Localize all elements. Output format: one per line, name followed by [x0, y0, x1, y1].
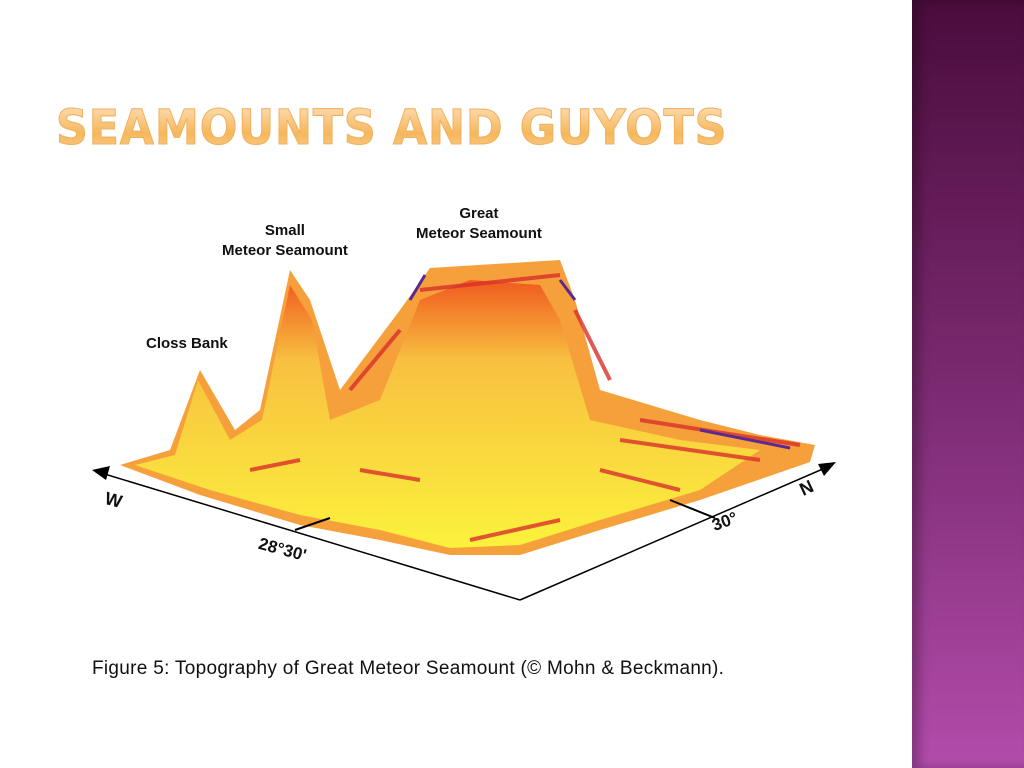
slide-title: SEAMOUNTS AND GUYOTS	[56, 100, 728, 157]
label-great-meteor: Great Meteor Seamount	[416, 205, 542, 242]
label-small-meteor: Small Meteor Seamount	[222, 222, 348, 259]
lon-tick	[294, 517, 331, 531]
west-axis	[97, 471, 521, 601]
decorative-sidebar	[912, 0, 1024, 768]
terrain-surface	[135, 280, 760, 548]
west-arrow-icon	[92, 466, 110, 480]
north-axis	[519, 464, 833, 601]
terrain-dark-ridges	[408, 274, 791, 450]
figure-caption: Figure 5: Topography of Great Meteor Sea…	[92, 658, 725, 679]
north-arrow-icon	[818, 462, 836, 476]
lat-tick	[669, 499, 716, 519]
terrain-illustration	[92, 260, 836, 601]
label-closs-bank: Closs Bank	[146, 335, 228, 352]
